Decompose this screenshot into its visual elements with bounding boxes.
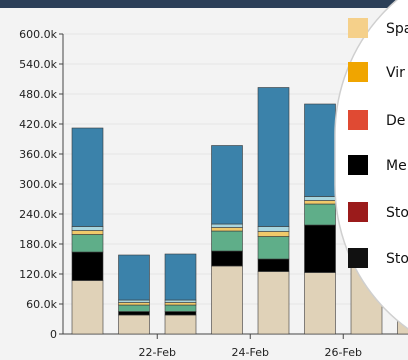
- legend-label: Me: [386, 158, 407, 174]
- x-tick-label: 24-Feb: [232, 346, 269, 359]
- legend-label: De: [386, 113, 405, 129]
- legend-swatch: [348, 110, 368, 130]
- bar-segment: [71, 280, 104, 335]
- bar-segment: [71, 226, 104, 231]
- y-tick-label: 0: [50, 328, 57, 341]
- bar-segment: [257, 236, 290, 260]
- bar-segment: [71, 230, 104, 235]
- bar-segment: [71, 251, 104, 281]
- legend-panel: [334, 0, 408, 330]
- bar-segment: [211, 230, 243, 252]
- bar-segment: [211, 265, 243, 335]
- y-tick-label: 600.0k: [19, 28, 57, 41]
- legend-swatch: [348, 62, 368, 82]
- bar-segment: [257, 271, 290, 335]
- y-tick-label: 480.0k: [19, 88, 57, 101]
- legend-label: Vir: [386, 65, 405, 81]
- bar-segment: [118, 302, 150, 306]
- bar-segment: [257, 258, 290, 272]
- bar-segment: [304, 224, 336, 273]
- bar-segment: [304, 272, 336, 335]
- bar-segment: [257, 231, 290, 237]
- bar-segment: [304, 203, 336, 226]
- bar-segment: [71, 234, 104, 253]
- bar-segment: [211, 227, 243, 232]
- bar-segment: [118, 304, 150, 312]
- legend-swatch: [348, 248, 368, 268]
- bar-segment: [304, 196, 336, 201]
- bar-segment: [118, 314, 150, 335]
- bar-segment: [164, 302, 197, 306]
- y-tick-label: 420.0k: [19, 118, 57, 131]
- bar-segment: [71, 127, 104, 227]
- legend-label: Sto: [386, 251, 408, 267]
- bar-segment: [211, 250, 243, 267]
- bar-segment: [164, 311, 197, 316]
- bar-segment: [257, 226, 290, 232]
- legend-swatch: [348, 155, 368, 175]
- bar-segment: [164, 253, 197, 301]
- legend-swatch: [348, 18, 368, 38]
- x-tick-label: 26-Feb: [325, 346, 362, 359]
- bar-segment: [164, 304, 197, 312]
- legend-label: Spa: [386, 21, 408, 37]
- y-tick-label: 120.0k: [19, 268, 57, 281]
- bar-segment: [304, 103, 336, 197]
- x-tick-label: 22-Feb: [139, 346, 176, 359]
- y-tick-label: 180.0k: [19, 238, 57, 251]
- y-tick-label: 360.0k: [19, 148, 57, 161]
- bar-segment: [304, 200, 336, 205]
- legend-label: Sto: [386, 205, 408, 221]
- bar-segment: [257, 87, 290, 227]
- bar-segment: [118, 311, 150, 316]
- y-tick-label: 540.0k: [19, 58, 57, 71]
- bar-segment: [164, 314, 197, 335]
- bar-segment: [118, 254, 150, 301]
- y-tick-label: 300.0k: [19, 178, 57, 191]
- top-bar: [0, 0, 408, 8]
- legend-swatch: [348, 202, 368, 222]
- bar-segment: [211, 145, 243, 225]
- y-tick-label: 60.0k: [26, 298, 57, 311]
- bar-segment: [164, 299, 197, 303]
- y-tick-label: 240.0k: [19, 208, 57, 221]
- bar-segment: [211, 223, 243, 228]
- bar-segment: [118, 299, 150, 303]
